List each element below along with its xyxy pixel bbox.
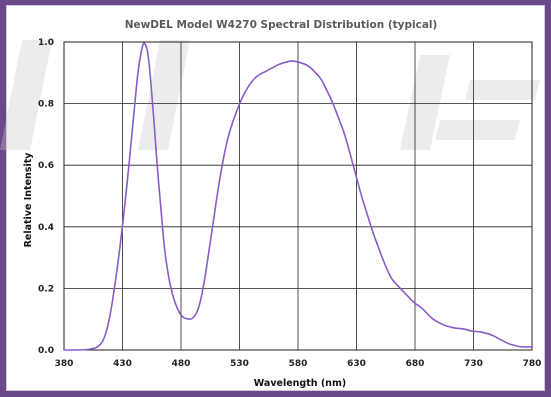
x-tick-labels: 380 430 480 530 580 630 680 730 780 xyxy=(55,359,542,369)
y-tick-label: 0.4 xyxy=(38,223,54,233)
x-tick-label: 580 xyxy=(289,359,308,369)
series-line xyxy=(64,42,532,351)
x-tick-label: 680 xyxy=(406,359,425,369)
x-axis-label: Wavelength (nm) xyxy=(254,378,346,389)
x-tick-label: 730 xyxy=(464,359,483,369)
chart-title: NewDEL Model W4270 Spectral Distribution… xyxy=(125,19,438,31)
y-tick-label: 1.0 xyxy=(38,38,54,48)
chart-panel xyxy=(6,5,545,391)
x-tick-label: 480 xyxy=(172,359,191,369)
y-tick-label: 0.2 xyxy=(38,284,54,294)
y-tick-label: 0.8 xyxy=(38,100,54,110)
x-tick-label: 630 xyxy=(347,359,366,369)
y-tick-label: 0.6 xyxy=(38,161,54,171)
x-tick-label: 530 xyxy=(230,359,249,369)
x-tick-label: 380 xyxy=(55,359,74,369)
grid xyxy=(63,41,533,351)
x-tick-label: 780 xyxy=(523,359,542,369)
y-tick-label: 0.0 xyxy=(38,346,54,356)
y-axis-label: Relative Intensity xyxy=(23,152,34,248)
y-tick-labels: 0.0 0.2 0.4 0.6 0.8 1.0 xyxy=(38,38,54,356)
watermark xyxy=(0,40,540,150)
x-tick-label: 430 xyxy=(113,359,132,369)
